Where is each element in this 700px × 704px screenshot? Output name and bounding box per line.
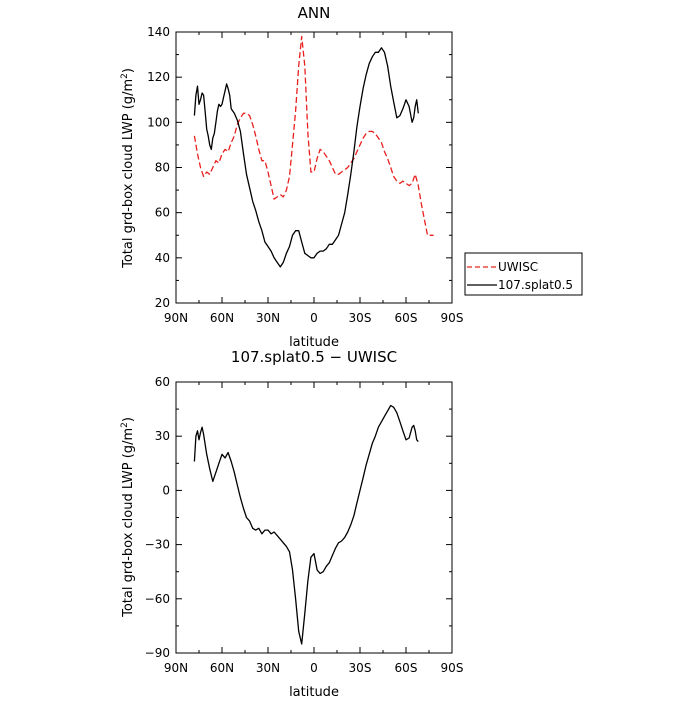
series-line-difference: [193, 404, 419, 645]
x-tick-label: 90S: [441, 661, 464, 675]
x-tick-label: 90N: [164, 661, 188, 675]
y-tick-label: −60: [145, 592, 170, 606]
y-axis-label: Total grd-box cloud LWP (g/m2): [120, 417, 136, 618]
chart-title: ANN: [298, 4, 331, 22]
y-tick-labels: −90 −60 −30 0 30 60: [145, 375, 170, 660]
y-tick-label: 40: [155, 251, 170, 265]
legend-label-uwisc: UWISC: [498, 260, 538, 274]
tick-marks: [175, 31, 453, 304]
x-tick-label: 90S: [441, 311, 464, 325]
x-tick-label: 60N: [210, 661, 234, 675]
series-line-107-splat0-5: [193, 47, 419, 268]
x-tick-labels: 90N 60N 30N 0 30S 60S 90S: [164, 311, 464, 325]
plot-frame: [175, 31, 453, 304]
y-tick-labels: 20 40 60 80 100 120 140: [147, 25, 170, 310]
x-tick-label: 60S: [395, 311, 418, 325]
series-line-uwisc: [193, 35, 434, 236]
tick-marks: [175, 381, 453, 654]
y-tick-label: 20: [155, 296, 170, 310]
x-tick-label: 60S: [395, 661, 418, 675]
series-lines: [193, 35, 434, 268]
y-tick-label: 80: [155, 161, 170, 175]
y-tick-label: 60: [155, 206, 170, 220]
x-axis-label: latitude: [289, 685, 339, 700]
y-tick-label: 140: [147, 25, 170, 39]
bottom-panel: 107.splat0.5 − UWISC −90 −60 −30 0 30 60 90N 6…: [120, 348, 463, 700]
x-tick-label: 30N: [256, 661, 280, 675]
x-tick-label: 30S: [349, 311, 372, 325]
legend-box: [464, 252, 583, 296]
y-tick-label: 60: [155, 375, 170, 389]
y-tick-label: 0: [162, 483, 170, 497]
x-tick-label: 30N: [256, 311, 280, 325]
y-tick-label: −30: [145, 538, 170, 552]
x-tick-label: 0: [310, 661, 318, 675]
plot-frame: [175, 381, 453, 654]
y-tick-label: −90: [145, 646, 170, 660]
legend: UWISC 107.splat0.5: [464, 252, 583, 296]
x-tick-labels: 90N 60N 30N 0 30S 60S 90S: [164, 661, 464, 675]
x-axis-label: latitude: [289, 335, 339, 350]
x-tick-label: 90N: [164, 311, 188, 325]
legend-label-splat: 107.splat0.5: [498, 278, 573, 292]
y-tick-label: 100: [147, 115, 170, 129]
x-tick-label: 30S: [349, 661, 372, 675]
x-tick-label: 0: [310, 311, 318, 325]
y-tick-label: 120: [147, 70, 170, 84]
x-tick-label: 60N: [210, 311, 234, 325]
chart-title: 107.splat0.5 − UWISC: [231, 348, 397, 366]
y-axis-label: Total grd-box cloud LWP (g/m2): [120, 68, 136, 269]
series-lines: [193, 404, 419, 645]
y-tick-label: 30: [155, 429, 170, 443]
